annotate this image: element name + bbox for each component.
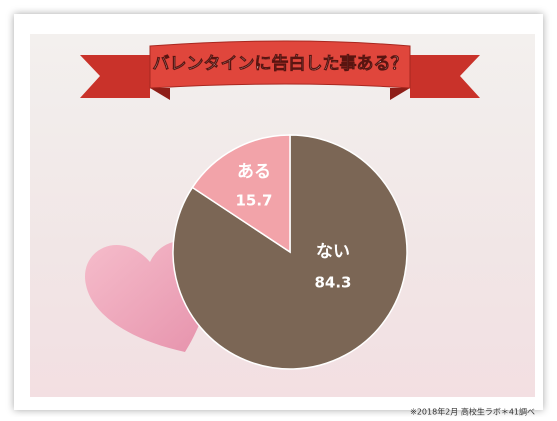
pie-slice [191, 134, 291, 254]
slice-label: ある [237, 162, 271, 182]
pie: ない 84.3 ある 15.7 [172, 134, 408, 370]
source-note: ※2018年2月 高校生ラボ＊41調べ [410, 407, 535, 417]
ribbon [80, 40, 480, 100]
chart-title: バレンタインに告白した事ある？ [153, 53, 408, 74]
slice-value: 84.3 [314, 274, 351, 292]
slice-value: 15.7 [235, 192, 272, 210]
slice-label: ない [316, 242, 350, 262]
